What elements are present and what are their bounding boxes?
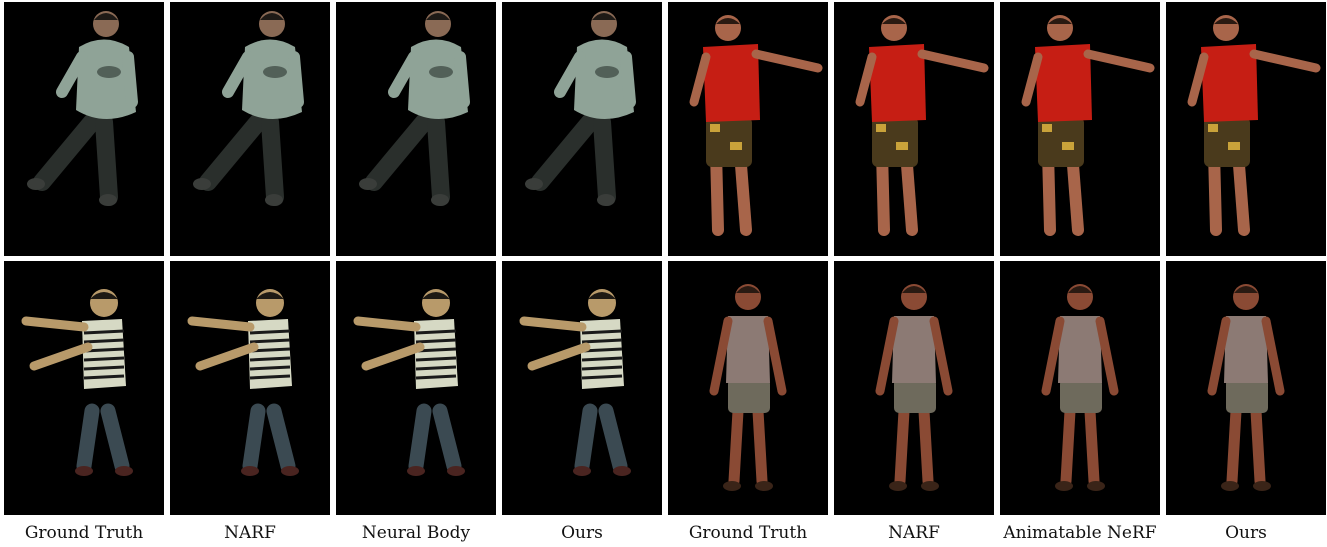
man-vest-figure	[709, 284, 787, 491]
man-vest-figure	[1207, 284, 1285, 491]
render-image	[336, 261, 496, 515]
boy-striped-shirt-figure	[519, 289, 631, 476]
render-panel-boy-hoodie-4	[502, 2, 662, 256]
render-panel-boy-hoodie-3	[336, 2, 496, 256]
boy-hoodie-figure	[27, 11, 138, 206]
render-image	[1166, 2, 1326, 256]
caption-ground-truth-2: Ground Truth	[688, 523, 808, 543]
man-red-shirt-figure	[855, 15, 989, 236]
render-panel-man-red-shirt-2	[834, 2, 994, 256]
render-image	[668, 2, 828, 256]
render-panel-boy-striped-shirt-1	[4, 261, 164, 515]
row-1	[4, 2, 1327, 256]
caption-ours-1: Ours	[561, 523, 603, 543]
man-vest-figure	[875, 284, 953, 491]
render-panel-man-vest-3	[1000, 261, 1160, 515]
man-red-shirt-figure	[1187, 15, 1321, 236]
caption-ours-2: Ours	[1225, 523, 1267, 543]
man-red-shirt-figure	[689, 15, 823, 236]
render-image	[4, 2, 164, 256]
boy-hoodie-figure	[193, 11, 304, 206]
render-panel-boy-striped-shirt-3	[336, 261, 496, 515]
man-red-shirt-figure	[1021, 15, 1155, 236]
render-image	[834, 2, 994, 256]
render-image	[668, 261, 828, 515]
caption-narf-2: NARF	[888, 523, 940, 543]
render-panel-man-vest-4	[1166, 261, 1326, 515]
caption-narf-1: NARF	[224, 523, 276, 543]
caption-neural-body: Neural Body	[361, 523, 471, 543]
render-panel-man-red-shirt-3	[1000, 2, 1160, 256]
render-panel-boy-striped-shirt-4	[502, 261, 662, 515]
render-panel-boy-hoodie-2	[170, 2, 330, 256]
boy-striped-shirt-figure	[187, 289, 299, 476]
render-image	[834, 261, 994, 515]
render-panel-man-red-shirt-1	[668, 2, 828, 256]
render-panel-man-red-shirt-4	[1166, 2, 1326, 256]
render-panel-man-vest-2	[834, 261, 994, 515]
render-image	[1000, 2, 1160, 256]
boy-hoodie-figure	[359, 11, 470, 206]
boy-hoodie-figure	[525, 11, 636, 206]
render-image	[502, 2, 662, 256]
boy-striped-shirt-figure	[353, 289, 465, 476]
render-panel-boy-hoodie-1	[4, 2, 164, 256]
render-image	[170, 261, 330, 515]
render-panel-boy-striped-shirt-2	[170, 261, 330, 515]
render-image	[4, 261, 164, 515]
man-vest-figure	[1041, 284, 1119, 491]
render-panel-man-vest-1	[668, 261, 828, 515]
caption-ground-truth-1: Ground Truth	[24, 523, 144, 543]
render-image	[1000, 261, 1160, 515]
render-image	[336, 2, 496, 256]
boy-striped-shirt-figure	[21, 289, 133, 476]
row-2	[4, 261, 1327, 515]
caption-animatable-nerf: Animatable NeRF	[1003, 523, 1157, 543]
render-image	[1166, 261, 1326, 515]
caption-row: Ground Truth NARF Neural Body Ours Groun…	[4, 523, 1327, 545]
render-image	[170, 2, 330, 256]
render-image	[502, 261, 662, 515]
